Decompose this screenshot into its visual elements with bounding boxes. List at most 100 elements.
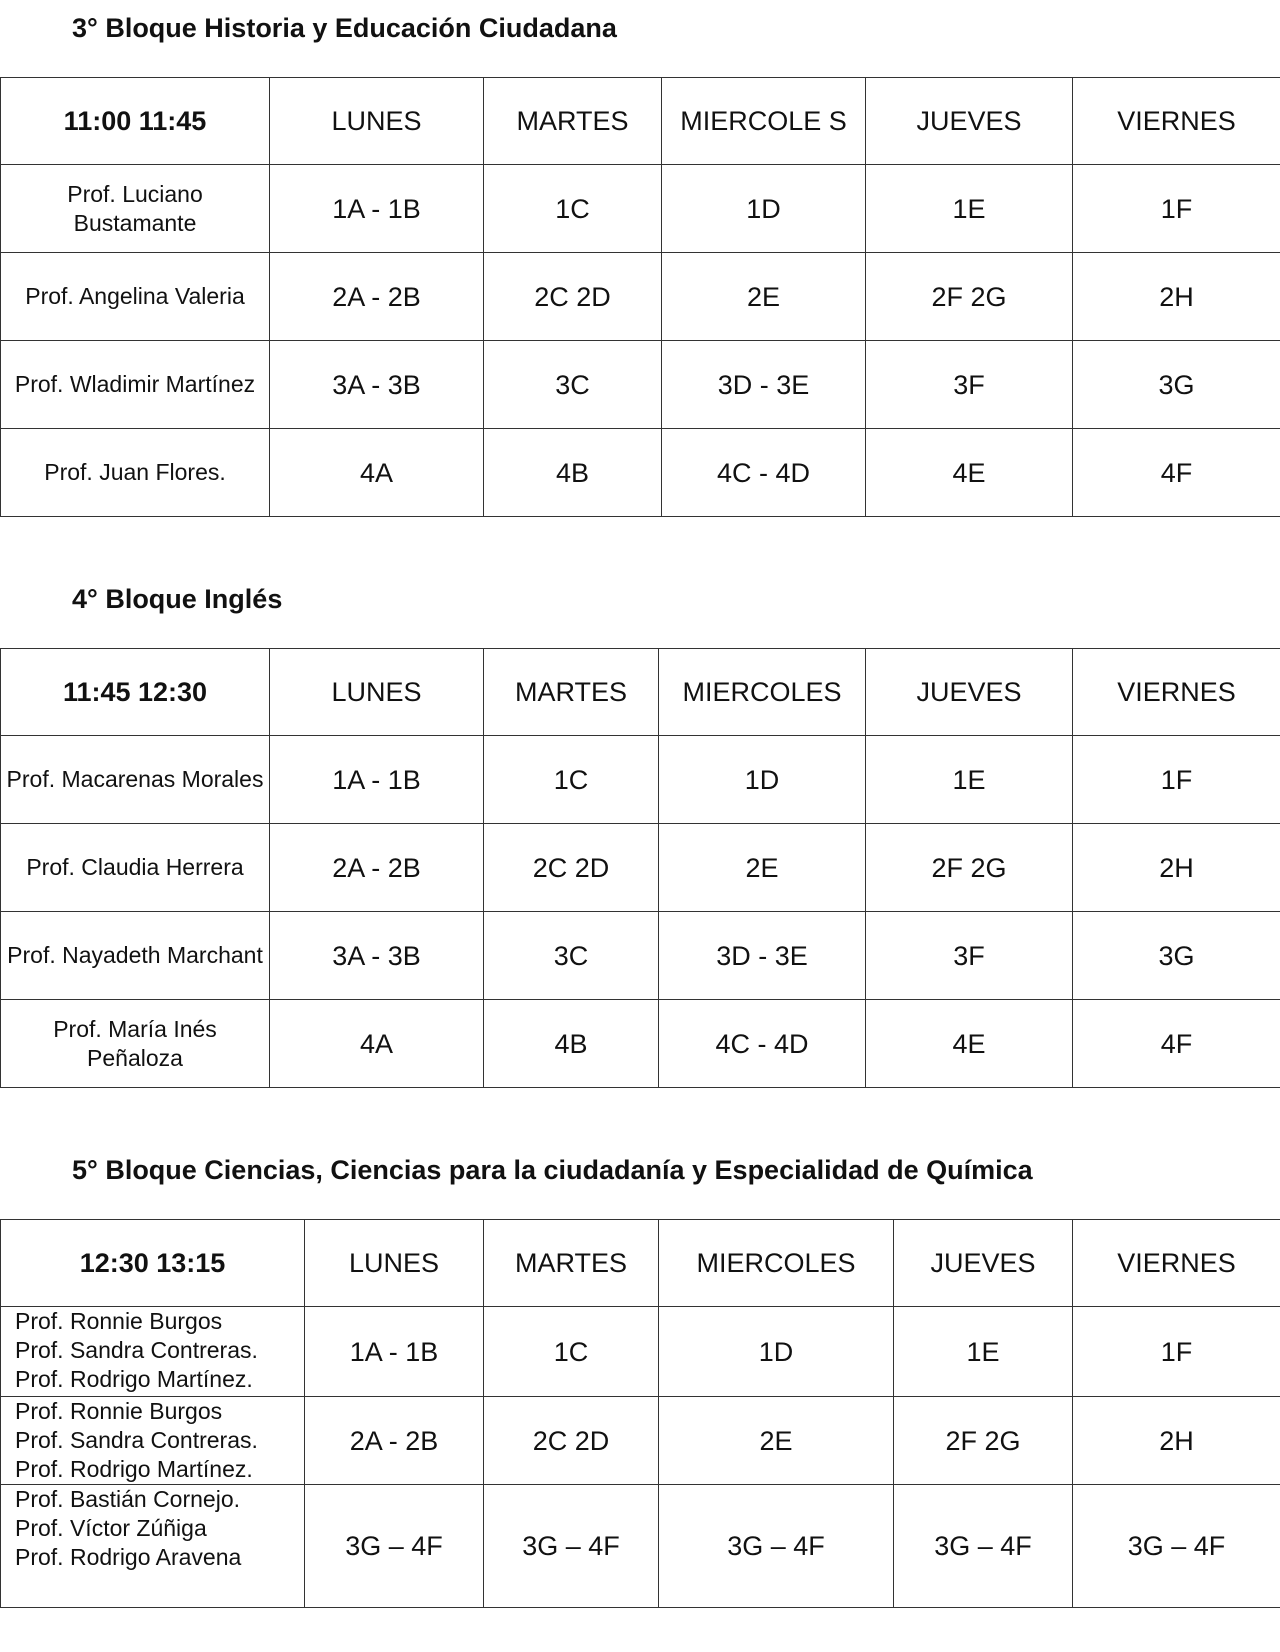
teacher-cell: Prof. Juan Flores.: [0, 428, 270, 517]
teacher-name: Prof. Ronnie Burgos: [15, 1308, 223, 1334]
course-cell-viernes: 3G: [1072, 911, 1280, 1000]
block-5-schedule-table: 12:30 13:15 LUNES MARTES MIERCOLES JUEVES VIE…: [0, 1219, 1280, 1608]
header-viernes: VIERNES: [1072, 77, 1280, 165]
table-row: Prof. Angelina Valeria 2A - 2B 2C 2D 2E 2F 2…: [0, 252, 1280, 341]
course-cell-martes: 2C 2D: [483, 252, 662, 341]
table-row: Prof. Nayadeth Marchant 3A - 3B 3C 3D - 3E 3…: [0, 911, 1280, 1000]
course-cell-viernes: 4F: [1072, 428, 1280, 517]
course-cell-martes: 2C 2D: [483, 823, 659, 912]
header-martes: MARTES: [483, 648, 659, 736]
teacher-cell: Prof. Ronnie Burgos Prof. Sandra Contrera…: [0, 1306, 305, 1397]
course-cell-martes: 1C: [483, 1306, 659, 1397]
course-cell-jueves: 1E: [865, 735, 1073, 824]
course-cell-jueves: 2F 2G: [865, 823, 1073, 912]
header-time-slot: 12:30 13:15: [0, 1219, 305, 1307]
course-cell-viernes: 1F: [1072, 735, 1280, 824]
course-cell-lunes: 1A - 1B: [269, 164, 484, 253]
course-cell-viernes: 2H: [1072, 1396, 1280, 1485]
course-cell-lunes: 3G – 4F: [304, 1484, 484, 1608]
table-row: Prof. Claudia Herrera 2A - 2B 2C 2D 2E 2F 2G…: [0, 823, 1280, 912]
course-cell-lunes: 2A - 2B: [304, 1396, 484, 1485]
teacher-cell: Prof. Wladimir Martínez: [0, 340, 270, 429]
teacher-name: Prof. Bastián Cornejo.: [15, 1486, 241, 1512]
header-jueves: JUEVES: [865, 77, 1073, 165]
course-cell-lunes: 2A - 2B: [269, 823, 484, 912]
teacher-cell: Prof. Nayadeth Marchant: [0, 911, 270, 1000]
header-lunes: LUNES: [269, 77, 484, 165]
course-cell-miercoles: 2E: [661, 252, 866, 341]
table-row: Prof. Bastián Cornejo. Prof. Víctor Zúñig…: [0, 1484, 1280, 1608]
teacher-name: Prof. Sandra Contreras.: [15, 1427, 258, 1453]
block-5-title: 5° Bloque Ciencias, Ciencias para la ciu…: [72, 1155, 1033, 1185]
course-cell-miercoles: 2E: [658, 1396, 894, 1485]
course-cell-jueves: 3G – 4F: [893, 1484, 1073, 1608]
course-cell-viernes: 2H: [1072, 252, 1280, 341]
block-4-schedule-table: 11:45 12:30 LUNES MARTES MIERCOLES JUEVES VIE…: [0, 648, 1280, 1088]
block-4-title: 4° Bloque Inglés: [72, 584, 283, 614]
course-cell-lunes: 1A - 1B: [269, 735, 484, 824]
course-cell-martes: 3C: [483, 911, 659, 1000]
teacher-cell: Prof. Claudia Herrera: [0, 823, 270, 912]
header-martes: MARTES: [483, 77, 662, 165]
table-row: Prof. Juan Flores. 4A 4B 4C - 4D 4E 4F: [0, 428, 1280, 517]
course-cell-martes: 1C: [483, 164, 662, 253]
course-cell-jueves: 3F: [865, 911, 1073, 1000]
course-cell-lunes: 2A - 2B: [269, 252, 484, 341]
course-cell-martes: 1C: [483, 735, 659, 824]
course-cell-miercoles: 1D: [658, 1306, 894, 1397]
teacher-cell: Prof. María Inés Peñaloza: [0, 999, 270, 1088]
header-miercoles: MIERCOLES: [658, 648, 866, 736]
header-lunes: LUNES: [304, 1219, 484, 1307]
header-time-slot: 11:00 11:45: [0, 77, 270, 165]
course-cell-jueves: 2F 2G: [893, 1396, 1073, 1485]
course-cell-miercoles: 3D - 3E: [661, 340, 866, 429]
header-time-slot: 11:45 12:30: [0, 648, 270, 736]
course-cell-viernes: 1F: [1072, 1306, 1280, 1397]
course-cell-viernes: 3G: [1072, 340, 1280, 429]
header-miercoles: MIERCOLE S: [661, 77, 866, 165]
teacher-name: Prof. Víctor Zúñiga: [15, 1515, 207, 1541]
table-row: Prof. Wladimir Martínez 3A - 3B 3C 3D - 3E 3…: [0, 340, 1280, 429]
teacher-cell: Prof. Macarenas Morales: [0, 735, 270, 824]
header-miercoles: MIERCOLES: [658, 1219, 894, 1307]
block-3-schedule-table: 11:00 11:45 LUNES MARTES MIERCOLE S JUEVES VI…: [0, 77, 1280, 517]
header-row: 11:00 11:45 LUNES MARTES MIERCOLE S JUEVES VI…: [0, 77, 1280, 165]
header-viernes: VIERNES: [1072, 1219, 1280, 1307]
course-cell-jueves: 1E: [893, 1306, 1073, 1397]
table-row: Prof. María Inés Peñaloza 4A 4B 4C - 4D 4E 4F: [0, 999, 1280, 1088]
course-cell-miercoles: 1D: [658, 735, 866, 824]
course-cell-miercoles: 3D - 3E: [658, 911, 866, 1000]
course-cell-viernes: 3G – 4F: [1072, 1484, 1280, 1608]
teacher-cell: Prof. Bastián Cornejo. Prof. Víctor Zúñig…: [0, 1484, 305, 1608]
teacher-name: Prof. Sandra Contreras.: [15, 1337, 258, 1363]
header-row: 12:30 13:15 LUNES MARTES MIERCOLES JUEVES VIE…: [0, 1219, 1280, 1307]
course-cell-jueves: 1E: [865, 164, 1073, 253]
header-jueves: JUEVES: [865, 648, 1073, 736]
course-cell-viernes: 4F: [1072, 999, 1280, 1088]
header-lunes: LUNES: [269, 648, 484, 736]
course-cell-miercoles: 4C - 4D: [661, 428, 866, 517]
course-cell-jueves: 4E: [865, 428, 1073, 517]
header-viernes: VIERNES: [1072, 648, 1280, 736]
course-cell-lunes: 4A: [269, 999, 484, 1088]
teacher-name: Prof. Ronnie Burgos: [15, 1398, 223, 1424]
header-row: 11:45 12:30 LUNES MARTES MIERCOLES JUEVES VIE…: [0, 648, 1280, 736]
course-cell-miercoles: 2E: [658, 823, 866, 912]
teacher-cell: Prof. Luciano Bustamante: [0, 164, 270, 253]
course-cell-miercoles: 3G – 4F: [658, 1484, 894, 1608]
table-row: Prof. Macarenas Morales 1A - 1B 1C 1D 1E 1F: [0, 735, 1280, 824]
course-cell-jueves: 2F 2G: [865, 252, 1073, 341]
header-martes: MARTES: [483, 1219, 659, 1307]
course-cell-jueves: 4E: [865, 999, 1073, 1088]
teacher-cell: Prof. Ronnie Burgos Prof. Sandra Contrera…: [0, 1396, 305, 1485]
course-cell-viernes: 2H: [1072, 823, 1280, 912]
teacher-cell: Prof. Angelina Valeria: [0, 252, 270, 341]
teacher-name: Prof. Rodrigo Martínez.: [15, 1456, 253, 1482]
course-cell-martes: 2C 2D: [483, 1396, 659, 1485]
teacher-name: Prof. Rodrigo Aravena: [15, 1544, 242, 1570]
course-cell-miercoles: 4C - 4D: [658, 999, 866, 1088]
header-jueves: JUEVES: [893, 1219, 1073, 1307]
course-cell-martes: 4B: [483, 999, 659, 1088]
course-cell-lunes: 1A - 1B: [304, 1306, 484, 1397]
course-cell-lunes: 4A: [269, 428, 484, 517]
